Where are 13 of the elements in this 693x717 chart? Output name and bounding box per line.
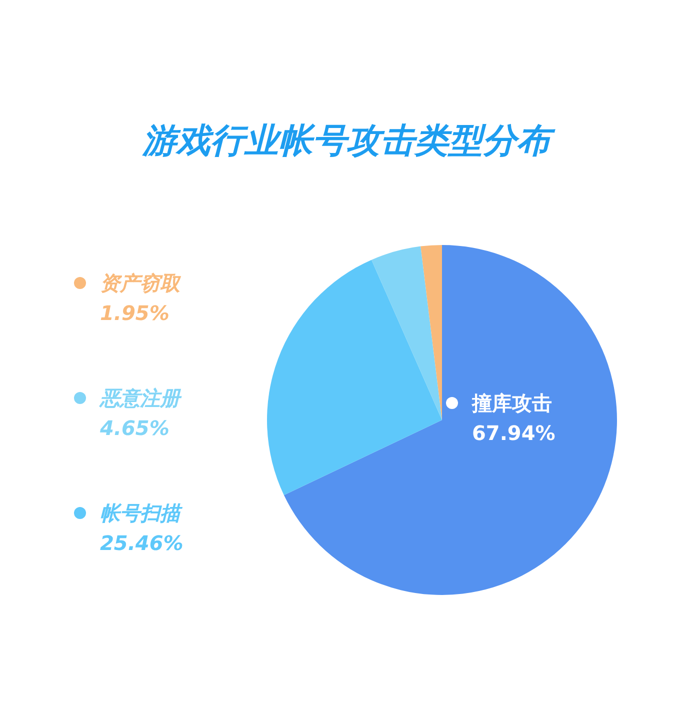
data-label: 67.94% — [472, 421, 556, 445]
pie-slice — [420, 245, 442, 420]
legend-label: 资产窃取 — [100, 271, 182, 295]
pie-slice — [284, 245, 617, 595]
data-label: 1.95% — [100, 301, 170, 325]
slice-label: 撞库攻击 — [471, 391, 552, 415]
legend-label: 恶意注册 — [98, 386, 182, 410]
pie-slice — [267, 260, 442, 496]
chart-title: 游戏行业帐号攻击类型分布 — [141, 120, 556, 163]
pie-slice — [371, 246, 442, 420]
legend-label: 帐号扫描 — [100, 501, 183, 525]
data-label: 4.65% — [99, 416, 170, 440]
data-label: 25.46% — [100, 531, 184, 555]
